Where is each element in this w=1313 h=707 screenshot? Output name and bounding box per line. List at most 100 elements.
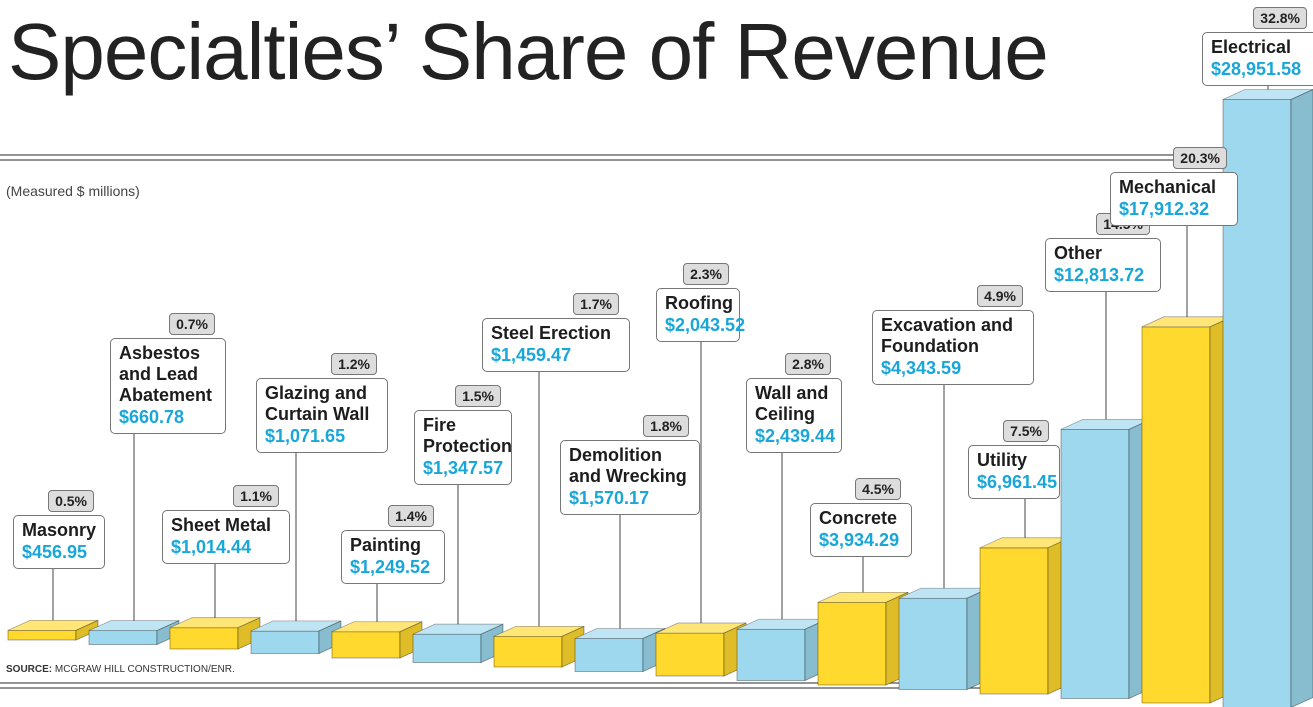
label-card: Mechanical $17,912.32 20.3%	[1110, 147, 1238, 226]
share-label: 4.5%	[855, 478, 901, 500]
bar-front	[736, 628, 806, 681]
share-label: 1.5%	[455, 385, 501, 407]
bar-top	[1222, 89, 1313, 100]
label-card: Roofing $2,043.52 2.3%	[656, 263, 746, 342]
value-label: $4,343.59	[881, 358, 962, 378]
bar	[169, 617, 261, 650]
bar-side	[1290, 89, 1313, 707]
bar-top-shade	[818, 592, 908, 603]
value-label: $660.78	[119, 407, 185, 427]
label-card: Demolition and Wrecking $1,570.17 1.8%	[560, 415, 700, 515]
bar	[1141, 316, 1233, 704]
bar	[88, 620, 180, 646]
category-label: Steel Erection	[491, 323, 612, 343]
share-label: 32.8%	[1253, 7, 1307, 29]
category-label: Utility	[977, 450, 1028, 470]
bar-front	[169, 627, 239, 650]
bar-top-shade	[899, 588, 989, 599]
bar	[1060, 418, 1152, 700]
source-text: MCGRAW HILL CONSTRUCTION/ENR.	[54, 664, 235, 675]
bar-front	[412, 633, 482, 663]
bar	[817, 591, 909, 686]
bar-front	[1060, 429, 1130, 699]
value-label: $2,439.44	[755, 426, 836, 446]
bar-top-shade	[251, 620, 341, 631]
category-label: Excavation and Foundation	[881, 315, 1014, 356]
category-label: Wall and Ceiling	[755, 383, 829, 424]
bar-top-shade	[737, 619, 827, 630]
bar-top-shade	[980, 537, 1070, 548]
bar-top-shade	[89, 620, 179, 631]
label-card: Sheet Metal $1,014.44 1.1%	[162, 485, 290, 564]
bar	[331, 621, 423, 659]
category-label: Painting	[350, 535, 421, 555]
share-label: 0.5%	[48, 490, 94, 512]
bar	[493, 625, 585, 668]
label-card: Wall and Ceiling $2,439.44 2.8%	[746, 353, 842, 453]
category-label: Glazing and Curtain Wall	[265, 383, 370, 424]
bar-front	[898, 597, 968, 690]
bar-top-shade	[656, 623, 746, 634]
bar-front	[1141, 326, 1211, 704]
bar-top-shade	[332, 621, 422, 632]
category-label: Fire Protection	[423, 415, 513, 456]
share-label: 20.3%	[1173, 147, 1227, 169]
label-card: Painting $1,249.52 1.4%	[341, 505, 445, 584]
bar-top-shade	[170, 617, 260, 628]
bar-front	[574, 638, 644, 672]
bar-front	[88, 630, 158, 645]
value-label: $1,459.47	[491, 345, 572, 365]
bar-top-shade	[8, 620, 98, 631]
bar-front	[331, 631, 401, 659]
category-label: Asbestos and Lead Abatement	[119, 343, 213, 405]
bars	[7, 89, 1313, 707]
bar	[736, 618, 828, 682]
share-label: 1.4%	[388, 505, 434, 527]
leader-lines	[52, 86, 1269, 634]
category-label: Sheet Metal	[171, 515, 272, 535]
category-label: Roofing	[665, 293, 733, 313]
label-card: Fire Protection $1,347.57 1.5%	[414, 385, 513, 485]
label-card: Utility $6,961.45 7.5%	[968, 420, 1060, 499]
subtitle: (Measured $ millions)	[6, 183, 140, 199]
bar-top-shade	[575, 628, 665, 639]
value-label: $28,951.58	[1211, 59, 1302, 79]
share-label: 7.5%	[1003, 420, 1049, 442]
value-label: $1,014.44	[171, 537, 252, 557]
category-label: Electrical	[1211, 37, 1292, 57]
share-label: 4.9%	[977, 285, 1023, 307]
bar	[979, 537, 1071, 695]
category-label: Demolition and Wrecking	[569, 445, 687, 486]
value-label: $6,961.45	[977, 472, 1058, 492]
bar-front	[979, 547, 1049, 695]
share-label: 2.8%	[785, 353, 831, 375]
value-label: $2,043.52	[665, 315, 746, 335]
label-card: Electrical $28,951.58 32.8%	[1202, 7, 1313, 86]
label-card: Asbestos and Lead Abatement $660.78 0.7%	[110, 313, 226, 434]
share-label: 1.2%	[331, 353, 377, 375]
bar	[574, 627, 666, 673]
bar-top-shade	[1142, 316, 1232, 327]
bar	[898, 587, 990, 691]
bar-top-shade	[413, 624, 503, 635]
value-label: $17,912.32	[1119, 199, 1210, 219]
value-label: $1,347.57	[423, 458, 504, 478]
label-card: Masonry $456.95 0.5%	[13, 490, 105, 569]
share-label: 1.1%	[233, 485, 279, 507]
bar-top-shade	[1061, 419, 1151, 430]
category-label: Mechanical	[1119, 177, 1217, 197]
value-label: $456.95	[22, 542, 88, 562]
category-label: Other	[1054, 243, 1103, 263]
value-label: $12,813.72	[1054, 265, 1145, 285]
label-card: Glazing and Curtain Wall $1,071.65 1.2%	[256, 353, 388, 453]
share-label: 2.3%	[683, 263, 729, 285]
source-label: SOURCE:	[6, 664, 53, 675]
label-card: Steel Erection $1,459.47 1.7%	[482, 293, 630, 372]
share-label: 0.7%	[169, 313, 215, 335]
bar-top-shade	[494, 626, 584, 637]
bar-front	[7, 630, 77, 641]
value-label: $1,570.17	[569, 488, 650, 508]
share-label: 1.7%	[573, 293, 619, 315]
bar-front	[655, 632, 725, 677]
